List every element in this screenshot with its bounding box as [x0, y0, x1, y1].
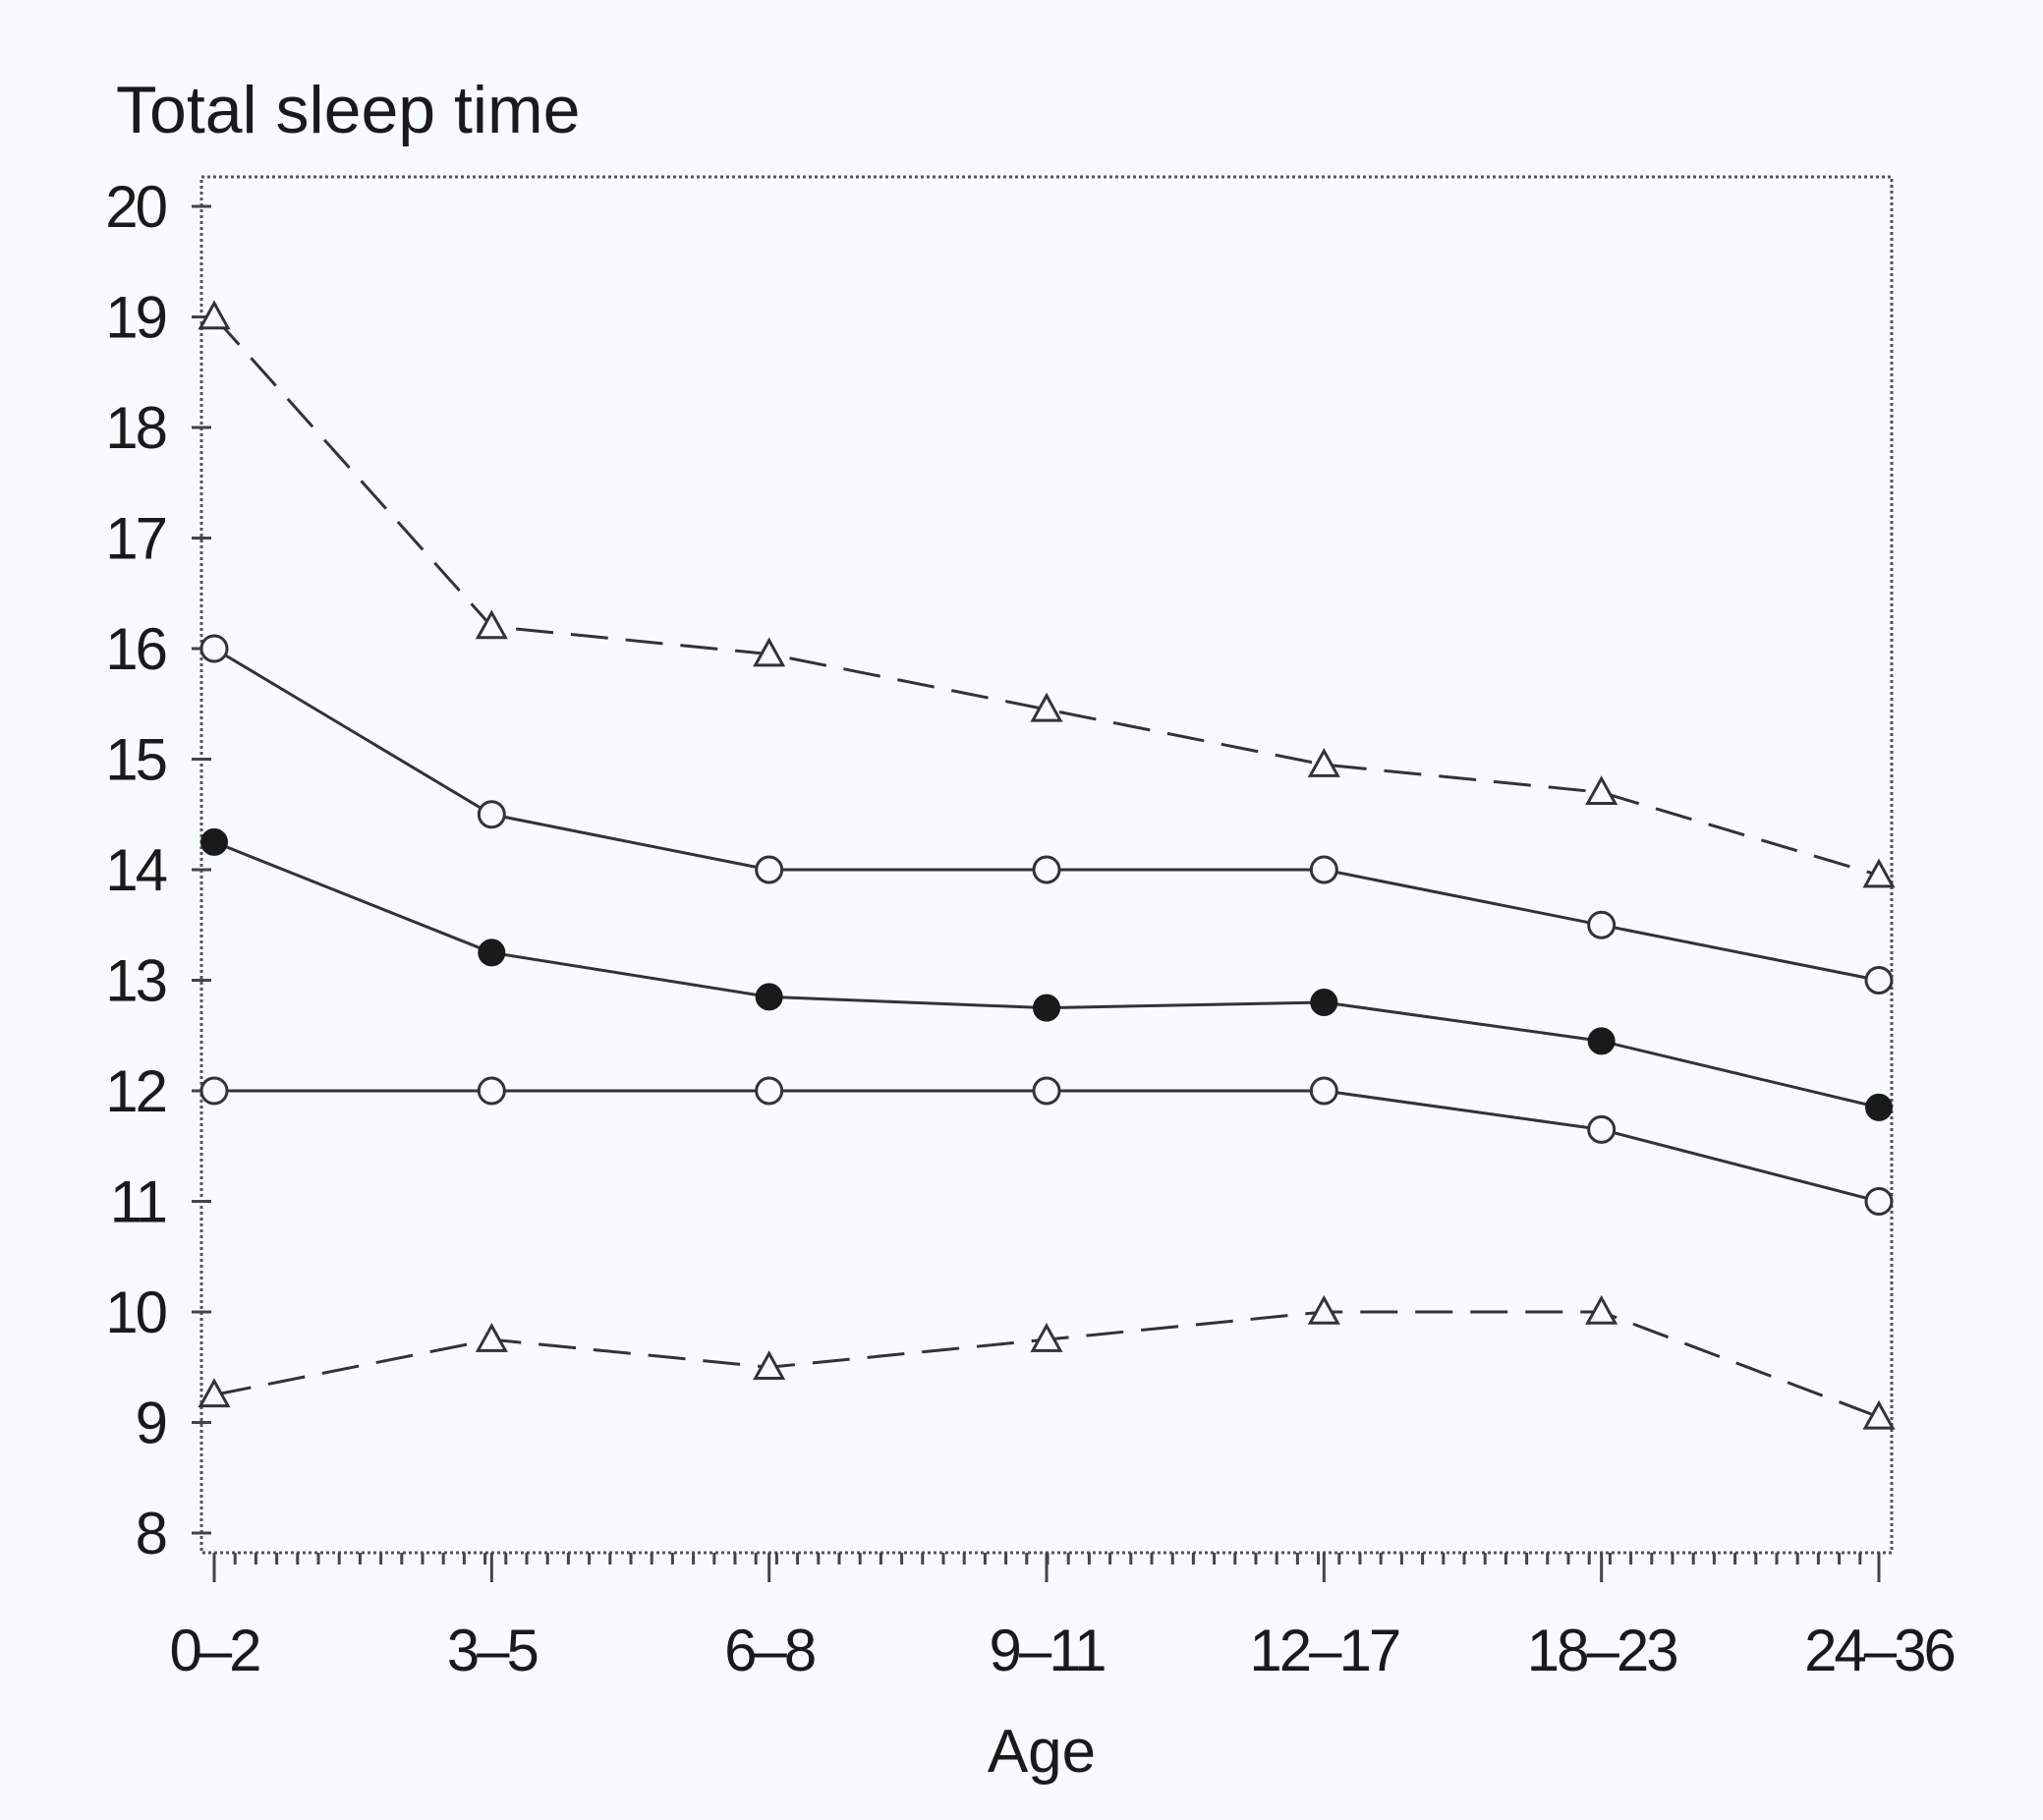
x-axis: 0–2 3–5 6–8 9–11 12–17 18–23 24–36 — [169, 1553, 1958, 1683]
y-tick-label: 12 — [105, 1058, 165, 1124]
y-tick-label: 20 — [105, 174, 166, 240]
series-5 — [198, 1294, 1896, 1430]
data-point-triangle — [1307, 1294, 1340, 1325]
data-point-filled-circle — [1587, 1027, 1616, 1055]
x-tick-label: 3–5 — [447, 1618, 538, 1683]
data-point-triangle — [1585, 775, 1618, 805]
y-tick-label: 14 — [105, 837, 166, 903]
series-4 — [199, 1076, 1894, 1216]
data-point-triangle — [1585, 1294, 1618, 1325]
data-point-triangle — [475, 609, 508, 640]
y-tick-label: 17 — [105, 506, 165, 572]
data-point-open-circle — [199, 634, 229, 663]
y-tick-label: 9 — [136, 1391, 166, 1456]
series-2 — [199, 634, 1894, 995]
y-tick-label: 16 — [105, 616, 165, 682]
data-point-triangle — [753, 637, 786, 667]
data-point-open-circle — [477, 800, 506, 829]
x-tick-label: 12–17 — [1249, 1618, 1398, 1683]
data-point-filled-circle — [1033, 994, 1060, 1022]
x-tick-label: 6–8 — [724, 1618, 815, 1683]
data-point-open-circle — [1864, 966, 1894, 995]
data-point-open-circle — [1587, 910, 1617, 939]
y-axis: 8 9 10 11 12 13 14 15 16 17 18 19 20 — [105, 174, 211, 1566]
y-tick-label: 13 — [105, 948, 165, 1014]
y-tick-label: 18 — [105, 395, 165, 461]
data-point-triangle — [198, 300, 231, 330]
data-point-triangle — [1030, 692, 1063, 722]
y-tick-label: 10 — [105, 1280, 166, 1345]
y-tick-label: 19 — [105, 285, 165, 351]
data-point-triangle — [1307, 748, 1340, 777]
data-point-open-circle — [755, 1076, 784, 1106]
series-line — [214, 1089, 1880, 1203]
data-point-open-circle — [1032, 855, 1061, 884]
y-tick-label: 11 — [110, 1169, 166, 1235]
data-point-triangle — [1862, 1399, 1896, 1430]
data-point-open-circle — [1309, 855, 1338, 884]
data-point-triangle — [1030, 1323, 1063, 1352]
data-point-filled-circle — [1310, 989, 1338, 1016]
y-tick-label: 15 — [105, 727, 165, 793]
data-point-open-circle — [1864, 1187, 1894, 1216]
data-point-open-circle — [755, 855, 784, 884]
data-point-filled-circle — [200, 827, 228, 856]
data-point-open-circle — [1587, 1114, 1617, 1144]
data-point-open-circle — [1309, 1076, 1338, 1106]
x-tick-label: 24–36 — [1804, 1618, 1954, 1683]
series-1 — [198, 300, 1896, 888]
data-point-filled-circle — [478, 938, 506, 967]
x-tick-label: 0–2 — [169, 1618, 259, 1683]
x-tick-label: 9–11 — [989, 1618, 1105, 1683]
chart-title: Total sleep time — [116, 73, 580, 147]
data-point-triangle — [753, 1350, 786, 1380]
data-point-filled-circle — [1865, 1093, 1893, 1121]
x-axis-title: Age — [988, 1718, 1096, 1786]
data-point-triangle — [198, 1378, 231, 1408]
data-point-filled-circle — [755, 983, 783, 1011]
data-point-triangle — [475, 1323, 508, 1352]
data-point-open-circle — [1032, 1076, 1061, 1106]
series-layer — [198, 300, 1896, 1430]
data-point-triangle — [1862, 858, 1896, 888]
series-3 — [200, 827, 1893, 1121]
y-tick-label: 8 — [136, 1501, 166, 1566]
series-line — [212, 315, 1880, 878]
data-point-open-circle — [477, 1076, 506, 1106]
x-tick-label: 18–23 — [1527, 1618, 1676, 1683]
data-point-open-circle — [199, 1076, 229, 1106]
